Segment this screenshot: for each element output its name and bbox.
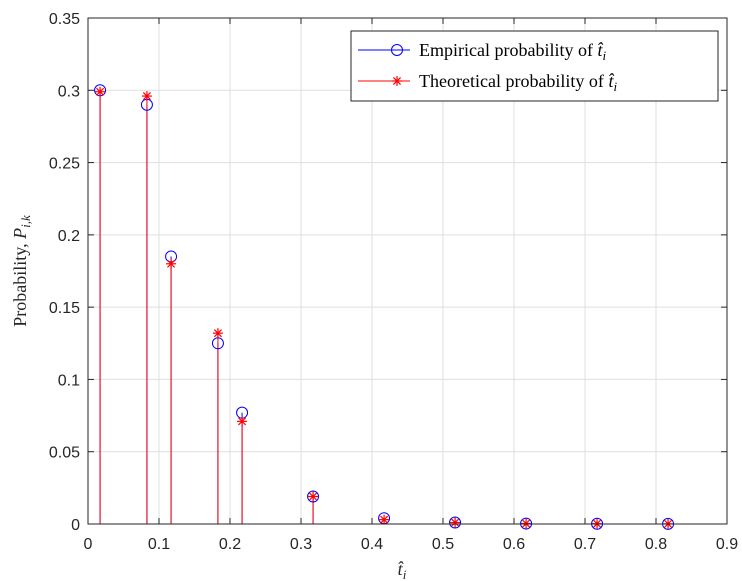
theoretical-point: [237, 416, 248, 427]
stems: [99, 90, 669, 524]
x-tick-label: 0.6: [503, 536, 525, 553]
y-axis-label-sub: i,k: [18, 215, 33, 228]
y-tick-label: 0.15: [49, 300, 80, 317]
empirical-point: [307, 490, 320, 503]
legend-theoretical-var: t̂: [608, 71, 614, 91]
legend-empirical-var: t̂: [597, 40, 603, 60]
y-tick-label: 0.35: [49, 11, 80, 28]
empirical-point: [449, 516, 462, 529]
x-tick-label: 0.2: [219, 536, 241, 553]
legend-empirical-sub: i: [602, 48, 606, 63]
legend-empirical-label: Empirical probability of t̂i: [419, 40, 606, 63]
theoretical-point: [379, 514, 390, 525]
x-tick-label: 0.3: [290, 536, 312, 553]
x-tick-labels: 0 0.1 0.2 0.3 0.4 0.5 0.6 0.7 0.8 0.9: [84, 536, 739, 553]
x-tick-label: 0.4: [361, 536, 383, 553]
legend-box: [350, 30, 719, 102]
theoretical-point: [212, 328, 223, 339]
y-tick-label: 0.2: [58, 228, 80, 245]
x-axis-label-var: t̂: [398, 559, 404, 579]
theoretical-point: [308, 491, 319, 502]
y-tick-label: 0: [71, 517, 80, 534]
x-axis-label: t̂i: [398, 559, 407, 581]
legend-empirical-prefix: Empirical probability of: [419, 40, 597, 60]
y-axis-label-var: P: [10, 228, 30, 240]
y-tick-label: 0.1: [58, 372, 80, 389]
x-tick-label: 0.1: [148, 536, 170, 553]
theoretical-point: [166, 258, 177, 269]
legend: Empirical probability of t̂i Theoretical…: [350, 30, 719, 102]
x-tick-label: 0.7: [574, 536, 596, 553]
ticks: [87, 17, 728, 525]
legend-asterisk-shape: [392, 76, 402, 86]
y-axis-label: Probability, Pi,k: [10, 215, 33, 327]
theoretical-point: [95, 86, 106, 97]
x-tick-label: 0.5: [432, 536, 454, 553]
theoretical-point: [450, 517, 461, 528]
theoretical-point: [141, 91, 152, 102]
plot-frame: [87, 17, 728, 525]
y-tick-label: 0.25: [49, 156, 80, 173]
x-tick-label: 0: [84, 536, 93, 553]
y-tick-label: 0.05: [49, 445, 80, 462]
y-tick-label: 0.3: [58, 83, 80, 100]
y-tick-labels: 0 0.05 0.1 0.15 0.2 0.25 0.3 0.35: [49, 11, 80, 534]
legend-theoretical-marker: [392, 76, 402, 86]
legend-theoretical-label: Theoretical probability of t̂i: [419, 71, 617, 94]
x-tick-label: 0.8: [645, 536, 667, 553]
x-axis-label-sub: i: [403, 567, 407, 581]
legend-theoretical-prefix: Theoretical probability of: [419, 71, 608, 91]
legend-theoretical-sub: i: [613, 79, 617, 94]
plot-background: [88, 18, 727, 524]
x-tick-label: 0.9: [716, 536, 738, 553]
y-axis-label-prefix: Probability,: [10, 239, 30, 327]
legend-empirical-marker: [391, 44, 403, 56]
